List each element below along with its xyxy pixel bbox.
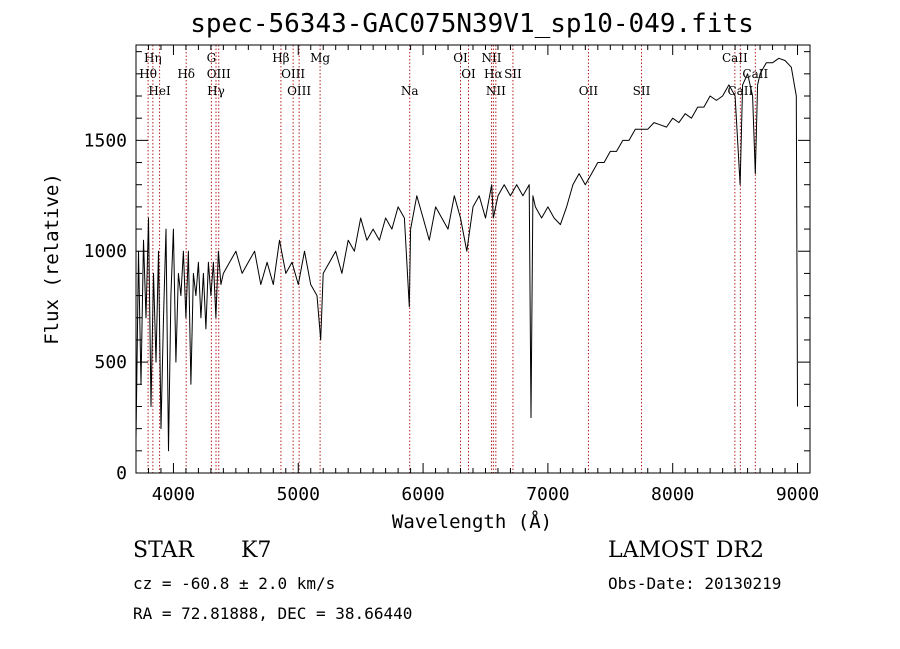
plot-area: [135, 57, 798, 452]
spectral-line-label: G: [207, 51, 217, 65]
y-tick-label: 0: [116, 463, 127, 484]
spectral-line-label: NII: [481, 51, 501, 65]
spectral-line-label: Hη: [144, 51, 162, 65]
chart-title: spec-56343-GAC075N39V1_sp10-049.fits: [190, 9, 754, 39]
spectral-line-label: Na: [401, 84, 419, 98]
x-tick-label: 4000: [152, 484, 195, 505]
spectral-line-label: OIII: [287, 84, 311, 98]
x-axis: 4000 5000 6000 7000 8000 9000: [135, 45, 819, 505]
x-tick-label: 9000: [776, 484, 819, 505]
x-tick-label: 5000: [277, 484, 320, 505]
y-axis-label: Flux (relative): [41, 173, 63, 345]
spectral-line-label: Hα: [484, 67, 503, 81]
x-tick-label: 6000: [401, 484, 444, 505]
spectral-line-label: Hδ: [177, 67, 195, 81]
spectral-line-label: Hθ: [139, 67, 157, 81]
spectral-line-label: OIII: [281, 67, 305, 81]
x-tick-label: 7000: [526, 484, 569, 505]
spectral-line-label: SII: [504, 67, 522, 81]
spectral-line-label: OI: [453, 51, 468, 65]
spectral-line-label: NII: [486, 84, 506, 98]
y-tick-label: 1000: [84, 241, 127, 262]
redshift-text: cz = -60.8 ± 2.0 km/s: [133, 574, 336, 593]
x-axis-label: Wavelength (Å): [392, 510, 552, 533]
object-class: STAR: [133, 538, 194, 563]
spectral-line-label: CaII: [742, 67, 768, 81]
spectral-line-label: OI: [461, 67, 476, 81]
spectral-line-markers: Hη Hθ HeI Hδ G OIII Hγ Hβ OIII OIII Mg Na OI OI NII Hα N…: [139, 45, 768, 473]
spectral-line-label: SII: [633, 84, 651, 98]
spectral-line-label: CaII: [722, 51, 748, 65]
spectral-line-label: OII: [579, 84, 599, 98]
spectral-line-label: OIII: [207, 67, 231, 81]
spectral-line-label: CaII: [727, 84, 753, 98]
y-tick-label: 500: [94, 352, 127, 373]
spectral-line-label: Hγ: [207, 84, 225, 98]
spectral-line-label: Mg: [310, 51, 330, 65]
plot-frame: [135, 44, 811, 474]
obs-date: Obs-Date: 20130219: [608, 574, 782, 593]
y-tick-label: 1500: [84, 130, 127, 151]
spectral-line-label: Hβ: [272, 51, 289, 65]
survey-name: LAMOST DR2: [608, 538, 764, 563]
x-tick-label: 8000: [651, 484, 694, 505]
spectrum-series-line: [135, 57, 798, 452]
spectral-line-label: HeI: [148, 84, 171, 98]
object-subclass: K7: [241, 538, 272, 563]
y-axis: 0 500 1000 1500: [84, 51, 810, 484]
coordinates-text: RA = 72.81888, DEC = 38.66440: [133, 604, 413, 623]
